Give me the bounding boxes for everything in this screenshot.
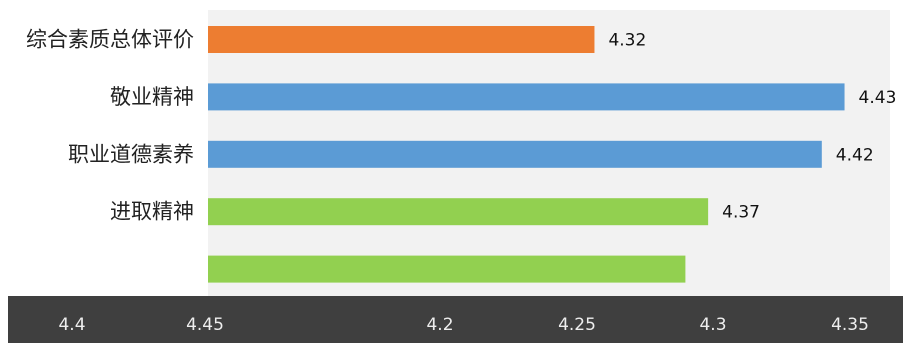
value-label-1: 4.32 bbox=[608, 31, 646, 51]
category-label-2: 敬业精神 bbox=[110, 85, 194, 109]
category-label-3: 职业道德素养 bbox=[68, 142, 194, 166]
category-label-4: 进取精神 bbox=[110, 200, 194, 224]
category-label-1: 综合素质总体评价 bbox=[26, 28, 194, 52]
x-tick-label-3: 4.2 bbox=[426, 315, 453, 335]
bar-1 bbox=[208, 26, 595, 53]
value-label-4: 4.37 bbox=[722, 203, 760, 223]
x-tick-label-6: 4.35 bbox=[831, 315, 869, 335]
x-tick-label-1: 4.4 bbox=[58, 315, 85, 335]
x-tick-label-2: 4.45 bbox=[186, 315, 224, 335]
bar-5 bbox=[208, 255, 686, 283]
bar-2 bbox=[208, 83, 845, 111]
x-tick-label-4: 4.25 bbox=[558, 315, 596, 335]
value-label-3: 4.42 bbox=[836, 145, 874, 165]
x-axis-band bbox=[8, 296, 903, 343]
bar-3 bbox=[208, 140, 822, 168]
x-tick-label-5: 4.3 bbox=[699, 315, 726, 335]
bar-4 bbox=[208, 198, 709, 226]
value-label-2: 4.43 bbox=[859, 88, 897, 108]
